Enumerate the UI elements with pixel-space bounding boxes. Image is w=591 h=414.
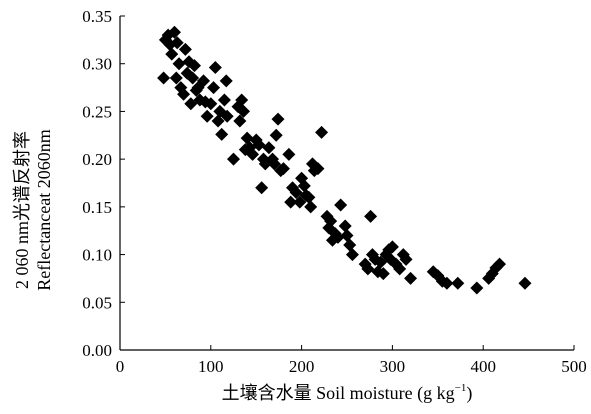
data-point bbox=[169, 71, 183, 85]
y-tick-label: 0.05 bbox=[82, 293, 112, 312]
data-point bbox=[187, 59, 201, 73]
data-point bbox=[334, 198, 348, 212]
data-point bbox=[220, 109, 234, 123]
data-point bbox=[165, 47, 179, 61]
data-point bbox=[293, 195, 307, 209]
y-tick-label: 0.20 bbox=[82, 150, 112, 169]
x-tick-label: 300 bbox=[380, 357, 406, 376]
x-tick-label: 200 bbox=[289, 357, 315, 376]
data-point bbox=[186, 71, 200, 85]
data-points bbox=[157, 25, 532, 295]
data-point bbox=[393, 262, 407, 276]
data-point bbox=[271, 112, 285, 126]
data-point bbox=[269, 128, 283, 142]
data-point bbox=[217, 93, 231, 107]
data-point bbox=[177, 87, 191, 101]
data-point bbox=[262, 141, 276, 155]
data-point bbox=[364, 209, 378, 223]
data-point bbox=[315, 125, 329, 139]
x-tick-label: 100 bbox=[198, 357, 224, 376]
data-point bbox=[172, 57, 186, 71]
data-point bbox=[331, 230, 345, 244]
data-point bbox=[284, 195, 298, 209]
y-axis-label-line2: Reflectanceat 2060nm bbox=[34, 129, 54, 290]
data-point bbox=[311, 162, 325, 176]
data-point bbox=[396, 248, 410, 262]
data-point bbox=[208, 61, 222, 75]
x-axis-label: 土壤含水量 Soil moisture (g kg−1) bbox=[222, 382, 473, 404]
data-point bbox=[385, 240, 399, 254]
data-point bbox=[200, 109, 214, 123]
x-tick-label: 500 bbox=[561, 357, 587, 376]
data-point bbox=[167, 25, 181, 39]
data-point bbox=[178, 42, 192, 56]
data-point bbox=[289, 186, 303, 200]
data-point bbox=[340, 228, 354, 242]
y-tick-label: 0.30 bbox=[82, 55, 112, 74]
data-point bbox=[451, 276, 465, 290]
data-point bbox=[233, 114, 247, 128]
data-point bbox=[267, 157, 281, 171]
y-ticks: 0.00 0.05 0.10 0.15 0.20 0.25 0.30 0.35 bbox=[82, 7, 125, 360]
data-point bbox=[219, 74, 233, 88]
y-axis-label: 2 060 nm光谱反射率 Reflectanceat 2060nm bbox=[12, 129, 54, 290]
data-point bbox=[207, 81, 221, 95]
data-point bbox=[399, 252, 413, 266]
data-point bbox=[518, 276, 532, 290]
data-point bbox=[297, 179, 311, 193]
data-point bbox=[404, 271, 418, 285]
data-point bbox=[361, 262, 375, 276]
data-point bbox=[157, 71, 171, 85]
data-point bbox=[204, 97, 218, 111]
data-point bbox=[493, 257, 507, 271]
data-point bbox=[255, 181, 269, 195]
data-point bbox=[211, 114, 225, 128]
axes bbox=[119, 16, 574, 351]
data-point bbox=[470, 281, 484, 295]
data-point bbox=[215, 127, 229, 141]
data-point bbox=[302, 190, 316, 204]
data-point bbox=[182, 55, 196, 69]
data-point bbox=[343, 238, 357, 252]
data-point bbox=[197, 74, 211, 88]
data-point bbox=[170, 36, 184, 50]
data-point bbox=[338, 219, 352, 233]
y-tick-label: 0.00 bbox=[82, 341, 112, 360]
data-point bbox=[365, 248, 379, 262]
data-point bbox=[282, 147, 296, 161]
data-point bbox=[235, 93, 249, 107]
y-tick-label: 0.15 bbox=[82, 198, 112, 217]
data-point bbox=[240, 131, 254, 145]
y-axis-label-line1: 2 060 nm光谱反射率 bbox=[12, 131, 32, 289]
y-tick-label: 0.35 bbox=[82, 7, 112, 26]
x-tick-label: 400 bbox=[470, 357, 496, 376]
data-point bbox=[276, 162, 290, 176]
x-ticks: 0 100 200 300 400 500 bbox=[116, 345, 587, 376]
x-tick-label: 0 bbox=[116, 357, 125, 376]
data-point bbox=[236, 104, 250, 118]
data-point bbox=[324, 214, 338, 228]
data-point bbox=[440, 276, 454, 290]
data-point bbox=[246, 147, 260, 161]
data-point bbox=[374, 255, 388, 269]
data-point bbox=[252, 138, 266, 152]
data-point bbox=[304, 200, 318, 214]
y-tick-label: 0.25 bbox=[82, 102, 112, 121]
data-point bbox=[376, 267, 390, 281]
y-tick-label: 0.10 bbox=[82, 246, 112, 265]
data-point bbox=[227, 152, 240, 166]
data-point bbox=[345, 248, 359, 262]
